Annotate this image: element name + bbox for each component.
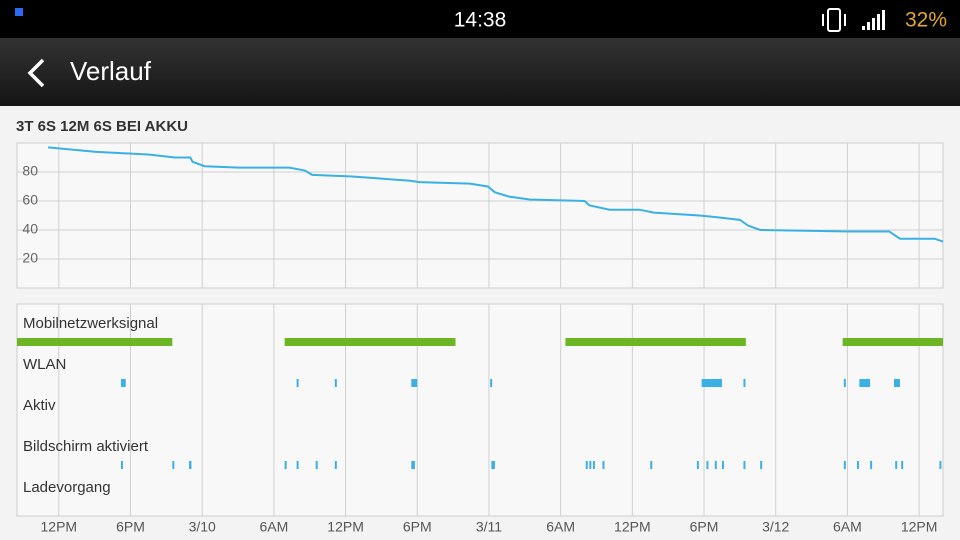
x-tick-label: 6AM <box>546 519 575 535</box>
event-segment <box>859 379 871 387</box>
clock: 14:38 <box>454 9 507 32</box>
event-segment <box>842 338 943 346</box>
event-segment <box>334 379 337 387</box>
x-tick-label: 3/12 <box>762 519 789 535</box>
event-segment <box>189 461 192 469</box>
battery-line <box>47 146 944 243</box>
event-segment <box>602 461 605 469</box>
x-tick-label: 12PM <box>327 519 364 535</box>
event-segment <box>284 461 287 469</box>
event-segment <box>843 379 846 387</box>
vibrate-icon <box>822 8 846 32</box>
event-segment <box>592 461 595 469</box>
event-segment <box>284 338 456 346</box>
event-segment <box>894 379 900 387</box>
notification-icon <box>15 8 23 16</box>
track-label: WLAN <box>23 356 66 373</box>
y-tick-label: 40 <box>22 221 38 237</box>
page-title: Verlauf <box>70 56 152 86</box>
event-segment <box>296 379 299 387</box>
event-segment <box>334 461 337 469</box>
event-segment <box>490 379 493 387</box>
y-tick-label: 80 <box>22 163 38 179</box>
event-segment <box>17 338 173 346</box>
event-segment <box>706 461 709 469</box>
y-tick-label: 60 <box>22 192 38 208</box>
event-segment <box>411 379 418 387</box>
events-plot <box>16 303 944 517</box>
x-tick-label: 3/11 <box>476 519 502 535</box>
action-bar <box>0 38 960 106</box>
chart-title: 3T 6S 12M 6S BEI AKKU <box>16 118 188 135</box>
track-label: Aktiv <box>23 397 56 414</box>
event-segment <box>696 461 699 469</box>
event-segment <box>743 379 746 387</box>
event-segment <box>721 461 724 469</box>
battery-plot <box>16 142 944 289</box>
event-segment <box>120 461 123 469</box>
event-segment <box>315 461 318 469</box>
event-segment <box>901 461 904 469</box>
track-label: Ladevorgang <box>23 479 111 496</box>
y-tick-label: 20 <box>22 250 38 266</box>
event-segment <box>491 461 495 469</box>
x-tick-label: 12PM <box>614 519 651 535</box>
event-segment <box>856 461 859 469</box>
event-segment <box>701 379 722 387</box>
event-segment <box>939 461 942 469</box>
event-segment <box>843 461 846 469</box>
event-segment <box>565 338 746 346</box>
event-segment <box>895 461 898 469</box>
back-button[interactable] <box>27 58 45 88</box>
event-segment <box>120 379 126 387</box>
event-segment <box>870 461 873 469</box>
battery-level: 32% <box>905 9 947 32</box>
event-segment <box>650 461 653 469</box>
x-tick-label: 6PM <box>403 519 432 535</box>
track-label: Bildschirm aktiviert <box>23 438 149 455</box>
event-segment <box>743 461 746 469</box>
x-tick-label: 6AM <box>833 519 862 535</box>
x-tick-label: 6AM <box>259 519 288 535</box>
x-tick-label: 3/10 <box>189 519 216 535</box>
x-tick-label: 6PM <box>690 519 719 535</box>
x-tick-label: 12PM <box>901 519 938 535</box>
event-segment <box>760 461 763 469</box>
event-segment <box>714 461 717 469</box>
event-segment <box>589 461 592 469</box>
x-tick-label: 12PM <box>41 519 78 535</box>
x-tick-label: 6PM <box>116 519 145 535</box>
signal-icon <box>862 10 885 30</box>
event-segment <box>296 461 299 469</box>
event-segment <box>172 461 175 469</box>
event-segment <box>585 461 588 469</box>
status-bar <box>0 0 960 38</box>
track-label: Mobilnetzwerksignal <box>23 315 158 332</box>
event-segment <box>411 461 415 469</box>
